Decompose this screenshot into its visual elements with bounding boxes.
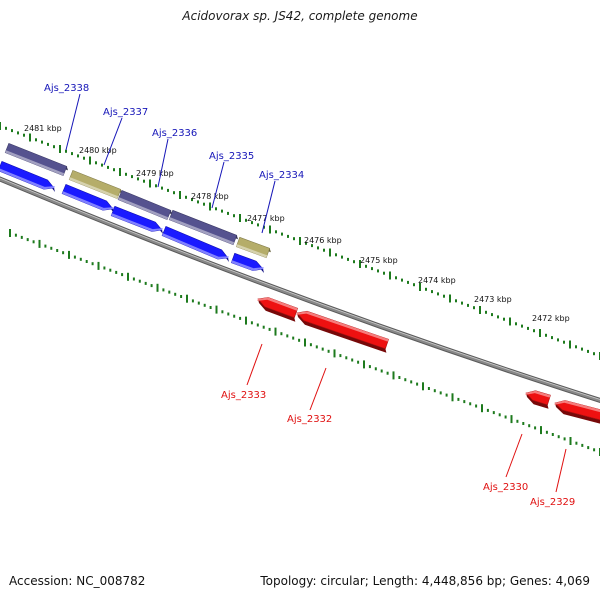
feature-track [0, 143, 600, 424]
arrow-body [0, 161, 55, 190]
scale-label: 2476 kbp [304, 236, 342, 245]
scale-label: 2474 kbp [418, 276, 456, 285]
feature-box-khaki [68, 170, 122, 199]
gene-label: Ajs_2335 [209, 151, 254, 162]
gene-label: Ajs_2334 [259, 170, 304, 181]
forward-gene-arrow [61, 184, 114, 213]
backbone-edge [0, 176, 600, 404]
arrow-highlight [111, 213, 163, 232]
backbone-line [0, 177, 600, 402]
arrow-shadow [297, 313, 387, 353]
gene-leader-line [65, 93, 81, 151]
forward-gene-arrow [161, 226, 229, 262]
arrow-highlight [257, 297, 298, 311]
scale-label: 2478 kbp [191, 192, 229, 201]
gene-label: Ajs_2329 [530, 497, 575, 508]
scale-label: 2481 kbp [24, 124, 62, 133]
backbone-highlight [0, 177, 600, 400]
feature-highlight [236, 244, 268, 258]
accession-label: Accession: NC_008782 [9, 574, 146, 588]
reverse-gene-arrow [257, 297, 299, 322]
feature-body [168, 209, 238, 246]
arrow-highlight [62, 191, 114, 211]
arrow-highlight [296, 311, 389, 342]
scale-label: 2473 kbp [474, 295, 512, 304]
feature-highlight [69, 177, 119, 199]
gene-leader-line [103, 117, 123, 166]
gene-labels: Ajs_2338 Ajs_2337 Ajs_2336 Ajs_2335 Ajs_2334… [44, 83, 575, 508]
map-title: Acidovorax sp. JS42, complete genome [182, 9, 418, 23]
arrow-highlight [231, 260, 264, 271]
arrow-body [61, 184, 114, 211]
gene-leader-line [246, 343, 263, 386]
genome-backbone [0, 176, 600, 404]
gene-leader-line [211, 161, 225, 209]
gene-leader-line [261, 180, 276, 234]
gene-leader-line [309, 367, 327, 411]
gene-label: Ajs_2337 [103, 107, 148, 118]
gene-label: Ajs_2333 [221, 390, 266, 401]
arrow-highlight [525, 390, 551, 398]
feature-box-khaki [235, 236, 271, 259]
gene-label: Ajs_2338 [44, 83, 89, 94]
arrow-shadow [555, 403, 600, 424]
forward-gene-arrow [230, 252, 264, 273]
gene-leader-line [157, 138, 169, 188]
scale-label: 2475 kbp [360, 256, 398, 265]
scale-label: 2479 kbp [136, 169, 174, 178]
arrow-highlight [162, 233, 229, 260]
feature-box-slate [117, 190, 173, 220]
genome-summary: Topology: circular; Length: 4,448,856 bp… [260, 574, 590, 588]
outer-tick-track [0, 122, 600, 360]
feature-highlight [169, 217, 235, 245]
scale-label: 2480 kbp [79, 146, 117, 155]
gene-label: Ajs_2330 [483, 482, 528, 493]
forward-gene-arrow [0, 161, 55, 192]
feature-highlight [118, 197, 169, 220]
reverse-gene-arrow [525, 390, 551, 409]
arrow-shadow [526, 393, 549, 409]
inner-tick-track [9, 229, 600, 456]
feature-box-slate [168, 209, 238, 246]
forward-gene-arrow [110, 205, 163, 234]
feature-body [68, 170, 122, 199]
feature-body [235, 236, 271, 259]
arrow-highlight [0, 168, 55, 190]
arrow-shadow [258, 299, 296, 322]
gene-label: Ajs_2336 [152, 128, 197, 139]
reverse-gene-arrow [296, 310, 389, 353]
feature-box-slate [4, 143, 69, 176]
gene-leader-line [505, 433, 523, 478]
gene-leader-line [555, 448, 567, 493]
scale-label: 2472 kbp [532, 314, 570, 323]
gene-label: Ajs_2332 [287, 414, 332, 425]
feature-highlight [5, 150, 65, 176]
reverse-gene-arrow [554, 400, 600, 424]
arrow-body [296, 310, 389, 350]
